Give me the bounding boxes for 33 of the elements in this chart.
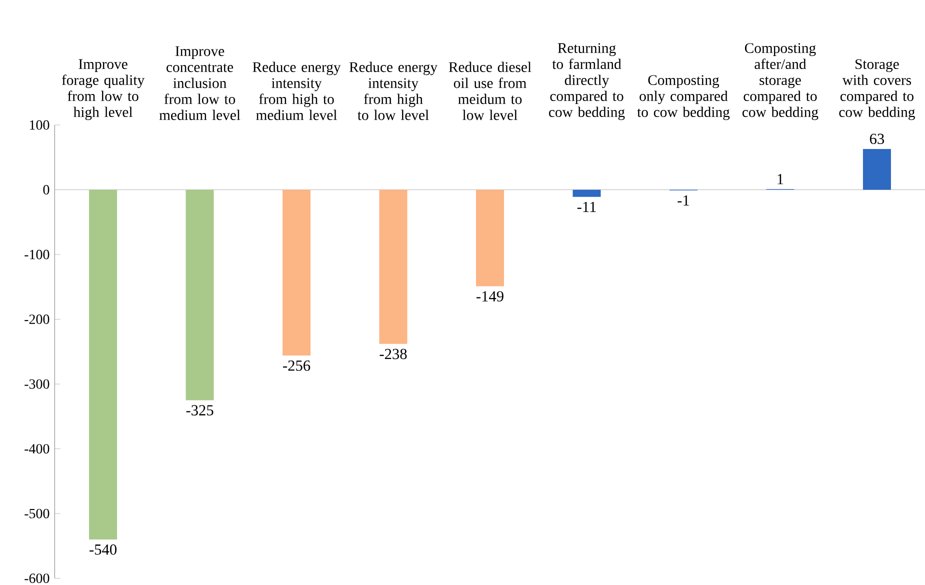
data-label: 63	[870, 134, 884, 144]
bar	[476, 190, 504, 286]
x-tick-label: Reduce diesel oil use from meidum to low level	[448, 62, 532, 120]
bar	[282, 190, 311, 356]
y-tick-label: -100	[24, 250, 50, 260]
data-label: 1	[778, 174, 784, 184]
data-label: -238	[380, 348, 407, 360]
data-label: -11	[577, 202, 596, 212]
data-label: -1	[678, 195, 689, 206]
y-tick-label: -400	[24, 444, 50, 454]
y-tick-label: 0	[43, 185, 50, 194]
bar	[379, 190, 408, 344]
y-tick-label: -500	[24, 508, 50, 518]
y-tick-label: -200	[24, 314, 50, 324]
bar	[572, 190, 601, 197]
x-tick-label: Composting only compared to cow bedding	[637, 75, 730, 120]
bar	[186, 190, 214, 400]
data-label: -540	[90, 544, 117, 555]
bar	[862, 148, 891, 190]
data-label: -149	[476, 291, 504, 302]
x-tick-label: Reduce energy intensity from high to low level	[349, 62, 438, 120]
x-tick-label: Composting after/and storage compared to cow bedding	[742, 43, 818, 120]
bar	[89, 190, 118, 540]
x-tick-label: Improve concentrate inclusion from low to medium level	[159, 46, 240, 120]
x-tick-label: Reduce energy intensity from high to medium level	[252, 62, 341, 120]
data-label: -325	[186, 405, 214, 416]
y-tick-label: -300	[24, 379, 50, 389]
data-label: -256	[283, 360, 310, 371]
x-tick-label: Returning to farmland directly compared to cow bedding	[549, 43, 625, 120]
y-tick-label: 100	[30, 120, 50, 130]
x-tick-label: Storage with covers compared to cow bedding	[839, 59, 915, 120]
y-tick-label: -600	[24, 574, 50, 584]
x-tick-label: Improve forage quality from low to high level	[62, 59, 145, 120]
